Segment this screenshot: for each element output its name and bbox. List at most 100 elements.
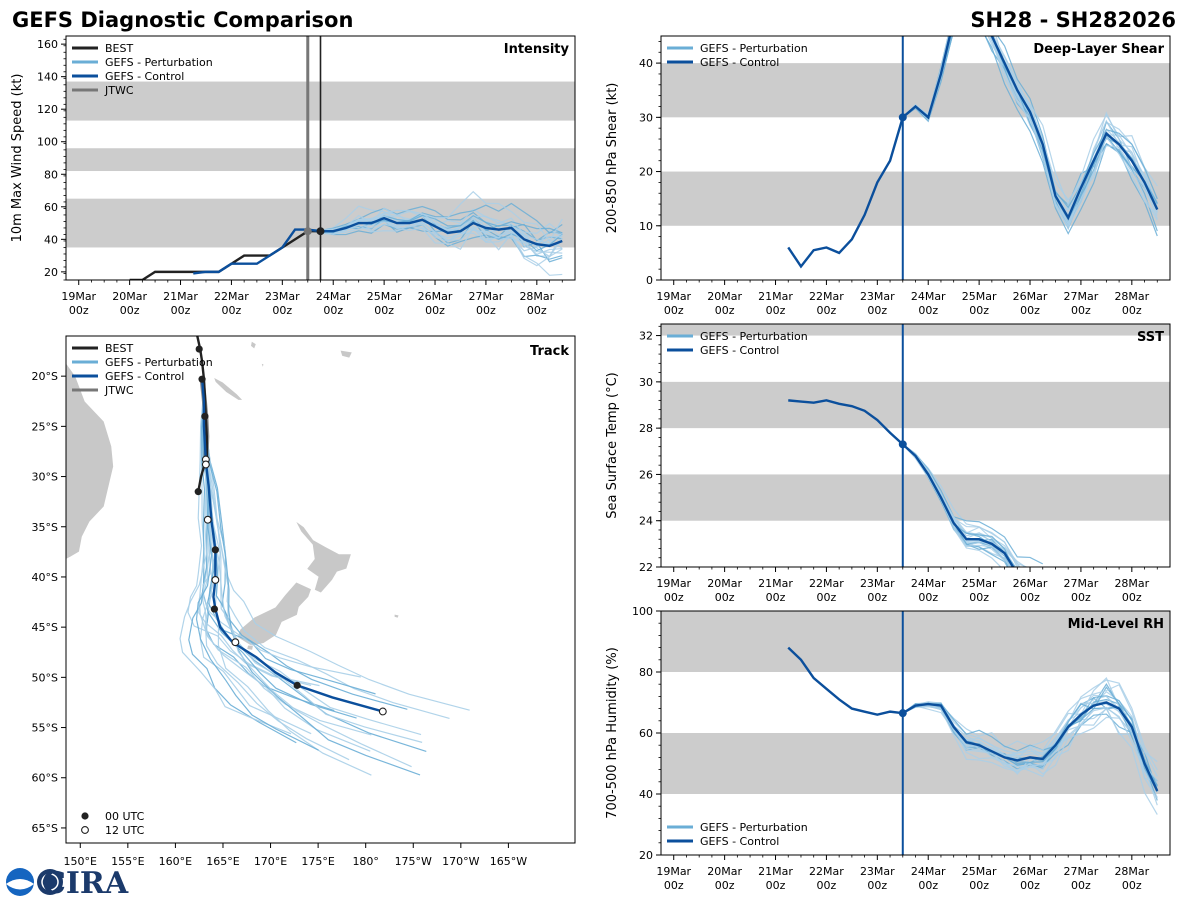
x-tick-day: 21Mar	[163, 290, 198, 303]
perturbation-track	[187, 379, 320, 687]
panel-frame	[660, 323, 1171, 568]
x-tick-day: 22Mar	[809, 865, 844, 878]
x-tick-day: 22Mar	[214, 290, 249, 303]
x-tick-label: 23Mar 00z	[860, 290, 895, 317]
y-tick-label: 24	[639, 515, 653, 528]
y-tick-label: 120	[37, 103, 58, 116]
x-tick-hour: 00z	[1122, 879, 1142, 892]
x-tick-day: 24Mar	[911, 577, 946, 590]
x-tick-day: 27Mar	[1064, 577, 1099, 590]
x-tick-day: 25Mar	[367, 290, 402, 303]
legend-label: GEFS - Perturbation	[700, 330, 808, 343]
x-tick-label: 25Mar 00z	[962, 865, 997, 892]
x-tick-label: 20Mar 00z	[707, 290, 742, 317]
x-tick-label: 28Mar 00z	[1114, 290, 1149, 317]
shaded-band	[661, 733, 1170, 794]
x-tick-hour: 00z	[374, 304, 394, 317]
x-tick-label: 20Mar 00z	[707, 865, 742, 892]
x-tick-label: 23Mar 00z	[860, 577, 895, 604]
legend-label: GEFS - Control	[105, 70, 184, 83]
x-tick-label: 20Mar 00z	[112, 290, 147, 317]
control-line	[787, 36, 1159, 269]
x-tick-hour: 00z	[664, 591, 684, 604]
x-tick-label: 24Mar 00z	[911, 290, 946, 317]
x-tick-hour: 00z	[715, 304, 735, 317]
x-tick-label: 26Mar 00z	[1013, 290, 1048, 317]
best-end-point	[316, 227, 325, 236]
x-tick-hour: 00z	[222, 304, 242, 317]
x-tick-label: 27Mar 00z	[1064, 290, 1099, 317]
perturbation-line	[307, 190, 563, 243]
x-tick-label: 170°E	[254, 855, 287, 868]
x-tick-day: 23Mar	[265, 290, 300, 303]
x-tick-label: 26Mar 00z	[418, 290, 453, 317]
x-tick-label: 19Mar 00z	[656, 290, 691, 317]
x-tick-day: 23Mar	[860, 577, 895, 590]
y-tick-label: 60	[639, 727, 653, 740]
cira-logo-text: CIRA	[42, 866, 129, 900]
x-tick-hour: 00z	[1020, 591, 1040, 604]
control-12utc-point	[203, 515, 212, 524]
x-tick-hour: 00z	[918, 304, 938, 317]
x-tick-label: 22Mar 00z	[809, 577, 844, 604]
init-point	[898, 709, 907, 718]
legend-label: GEFS - Control	[700, 56, 779, 69]
x-tick-label: 28Mar 00z	[1114, 577, 1149, 604]
x-tick-day: 20Mar	[707, 577, 742, 590]
best-00utc-point	[194, 488, 202, 496]
y-tick-label: 10	[639, 220, 653, 233]
control-00utc-point	[211, 546, 219, 554]
x-tick-day: 20Mar	[707, 865, 742, 878]
x-tick-hour: 00z	[1122, 591, 1142, 604]
y-tick-label: 20°S	[32, 370, 58, 383]
x-tick-label: 160°E	[159, 855, 192, 868]
y-axis-label: Sea Surface Temp (°C)	[605, 372, 620, 519]
panel-title: SST	[1137, 330, 1164, 345]
x-tick-label: 21Mar 00z	[758, 865, 793, 892]
x-tick-hour: 00z	[664, 879, 684, 892]
x-tick-label: 25Mar 00z	[962, 577, 997, 604]
y-tick-label: 160	[37, 38, 58, 51]
x-tick-day: 28Mar	[1114, 290, 1149, 303]
x-tick-label: 175°E	[301, 855, 334, 868]
x-tick-day: 27Mar	[1064, 865, 1099, 878]
y-tick-label: 55°S	[32, 722, 58, 735]
x-tick-hour: 00z	[766, 879, 786, 892]
legend-label: BEST	[105, 342, 133, 355]
best-00utc-point	[195, 345, 203, 353]
y-tick-label: 80	[639, 666, 653, 679]
x-tick-hour: 00z	[715, 591, 735, 604]
y-tick-label: 40	[639, 57, 653, 70]
x-tick-label: 24Mar 00z	[911, 577, 946, 604]
y-tick-label: 20	[44, 266, 58, 279]
x-tick-day: 20Mar	[112, 290, 147, 303]
shaded-band	[661, 171, 1170, 226]
x-tick-hour: 00z	[766, 304, 786, 317]
x-tick-day: 22Mar	[809, 290, 844, 303]
x-tick-label: 165°W	[490, 855, 527, 868]
land-new-caledonia	[212, 376, 244, 401]
x-tick-hour: 00z	[1071, 879, 1091, 892]
x-tick-label: 24Mar 00z	[316, 290, 351, 317]
y-tick-label: 30	[639, 376, 653, 389]
x-tick-label: 28Mar 00z	[519, 290, 554, 317]
perturbation-line	[902, 443, 1021, 567]
x-tick-label: 23Mar 00z	[860, 865, 895, 892]
plot-area	[661, 611, 1170, 855]
x-tick-hour: 00z	[817, 304, 837, 317]
x-tick-day: 27Mar	[469, 290, 504, 303]
shaded-band	[661, 324, 1170, 336]
panel-title: Deep-Layer Shear	[1033, 42, 1164, 57]
x-tick-hour: 00z	[1122, 304, 1142, 317]
x-tick-label: 28Mar 00z	[1114, 865, 1149, 892]
x-tick-label: 23Mar 00z	[265, 290, 300, 317]
land-tasmania	[33, 585, 64, 612]
x-tick-label: 21Mar 00z	[758, 290, 793, 317]
x-tick-hour: 00z	[969, 304, 989, 317]
x-tick-day: 21Mar	[758, 577, 793, 590]
x-tick-hour: 00z	[918, 591, 938, 604]
